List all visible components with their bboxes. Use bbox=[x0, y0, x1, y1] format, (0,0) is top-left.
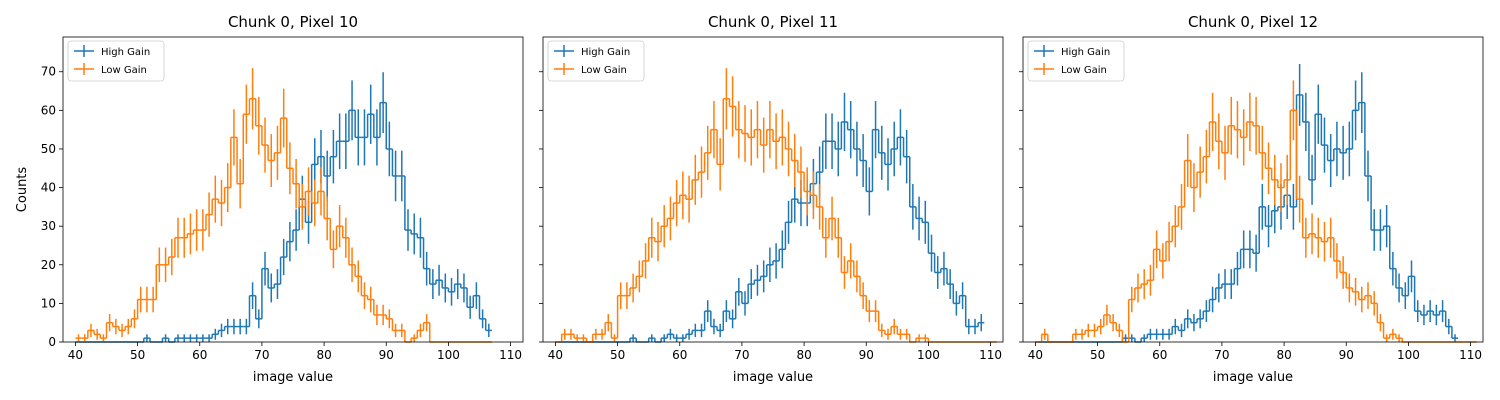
plot-frame bbox=[62, 36, 524, 343]
y-tick-label: 40 bbox=[41, 181, 56, 195]
chart-panel-1: Chunk 0, Pixel 10 40 50 60 70 80 90 100 110 0 10 20… bbox=[15, 13, 524, 385]
x-tick-label: 80 bbox=[796, 348, 811, 362]
x-tick-label: 110 bbox=[979, 348, 1002, 362]
x-tick-label: 70 bbox=[734, 348, 749, 362]
y-tick-label: 60 bbox=[41, 103, 56, 117]
legend: High Gain Low Gain bbox=[1027, 40, 1125, 82]
legend-label: Low Gain bbox=[101, 65, 147, 76]
x-tick-label: 40 bbox=[1028, 348, 1043, 362]
series-low-gain bbox=[75, 68, 492, 343]
legend-label: High Gain bbox=[1061, 47, 1110, 58]
plot-frame bbox=[1022, 36, 1484, 343]
legend: High Gain Low Gain bbox=[67, 40, 165, 82]
x-tick-label: 60 bbox=[192, 348, 207, 362]
chart-panel-3: Chunk 0, Pixel 12 40 50 60 70 80 90 100 110 image… bbox=[1019, 13, 1484, 385]
x-tick-label: 110 bbox=[1459, 348, 1482, 362]
series-low-gain bbox=[1035, 80, 1477, 343]
x-tick-label: 100 bbox=[437, 348, 460, 362]
series-low-gain bbox=[555, 68, 997, 343]
x-tick-label: 50 bbox=[1090, 348, 1105, 362]
x-tick-label: 70 bbox=[1214, 348, 1229, 362]
chart-title: Chunk 0, Pixel 12 bbox=[1188, 13, 1318, 31]
legend-label: Low Gain bbox=[1061, 65, 1107, 76]
legend-item-high-gain: High Gain bbox=[74, 45, 150, 58]
x-tick-label: 90 bbox=[859, 348, 874, 362]
legend-item-high-gain: High Gain bbox=[1034, 45, 1110, 58]
legend-label: Low Gain bbox=[581, 65, 627, 76]
chart-panel-2: Chunk 0, Pixel 11 40 50 60 70 80 90 100 110 image… bbox=[539, 13, 1004, 385]
x-axis-label: image value bbox=[733, 370, 813, 385]
x-tick-label: 60 bbox=[1152, 348, 1167, 362]
x-tick-label: 80 bbox=[1276, 348, 1291, 362]
y-tick-label: 30 bbox=[41, 219, 56, 233]
legend-item-low-gain: Low Gain bbox=[554, 63, 627, 76]
legend: High Gain Low Gain bbox=[547, 40, 645, 82]
y-tick-label: 10 bbox=[41, 296, 56, 310]
x-tick-label: 40 bbox=[548, 348, 563, 362]
y-tick-label: 0 bbox=[48, 335, 56, 349]
plot-frame bbox=[542, 36, 1004, 343]
chart-title: Chunk 0, Pixel 11 bbox=[708, 13, 838, 31]
y-tick-label: 70 bbox=[41, 65, 56, 79]
x-tick-label: 50 bbox=[130, 348, 145, 362]
y-tick-label: 50 bbox=[41, 142, 56, 156]
legend-label: High Gain bbox=[581, 47, 630, 58]
legend-item-high-gain: High Gain bbox=[554, 45, 630, 58]
x-tick-label: 70 bbox=[254, 348, 269, 362]
series-high-gain bbox=[75, 72, 492, 343]
x-tick-label: 80 bbox=[316, 348, 331, 362]
legend-item-low-gain: Low Gain bbox=[1034, 63, 1107, 76]
x-tick-label: 40 bbox=[68, 348, 83, 362]
x-tick-label: 90 bbox=[379, 348, 394, 362]
x-tick-label: 60 bbox=[672, 348, 687, 362]
x-tick-label: 50 bbox=[610, 348, 625, 362]
x-tick-label: 110 bbox=[499, 348, 522, 362]
series-high-gain bbox=[1035, 64, 1459, 343]
x-tick-label: 100 bbox=[1397, 348, 1420, 362]
x-axis-label: image value bbox=[1213, 370, 1293, 385]
legend-label: High Gain bbox=[101, 47, 150, 58]
chart-title: Chunk 0, Pixel 10 bbox=[228, 13, 358, 31]
legend-item-low-gain: Low Gain bbox=[74, 63, 147, 76]
x-axis-label: image value bbox=[253, 370, 333, 385]
x-tick-label: 100 bbox=[917, 348, 940, 362]
y-axis-label: Counts bbox=[15, 167, 30, 213]
y-tick-label: 20 bbox=[41, 258, 56, 272]
x-tick-label: 90 bbox=[1339, 348, 1354, 362]
